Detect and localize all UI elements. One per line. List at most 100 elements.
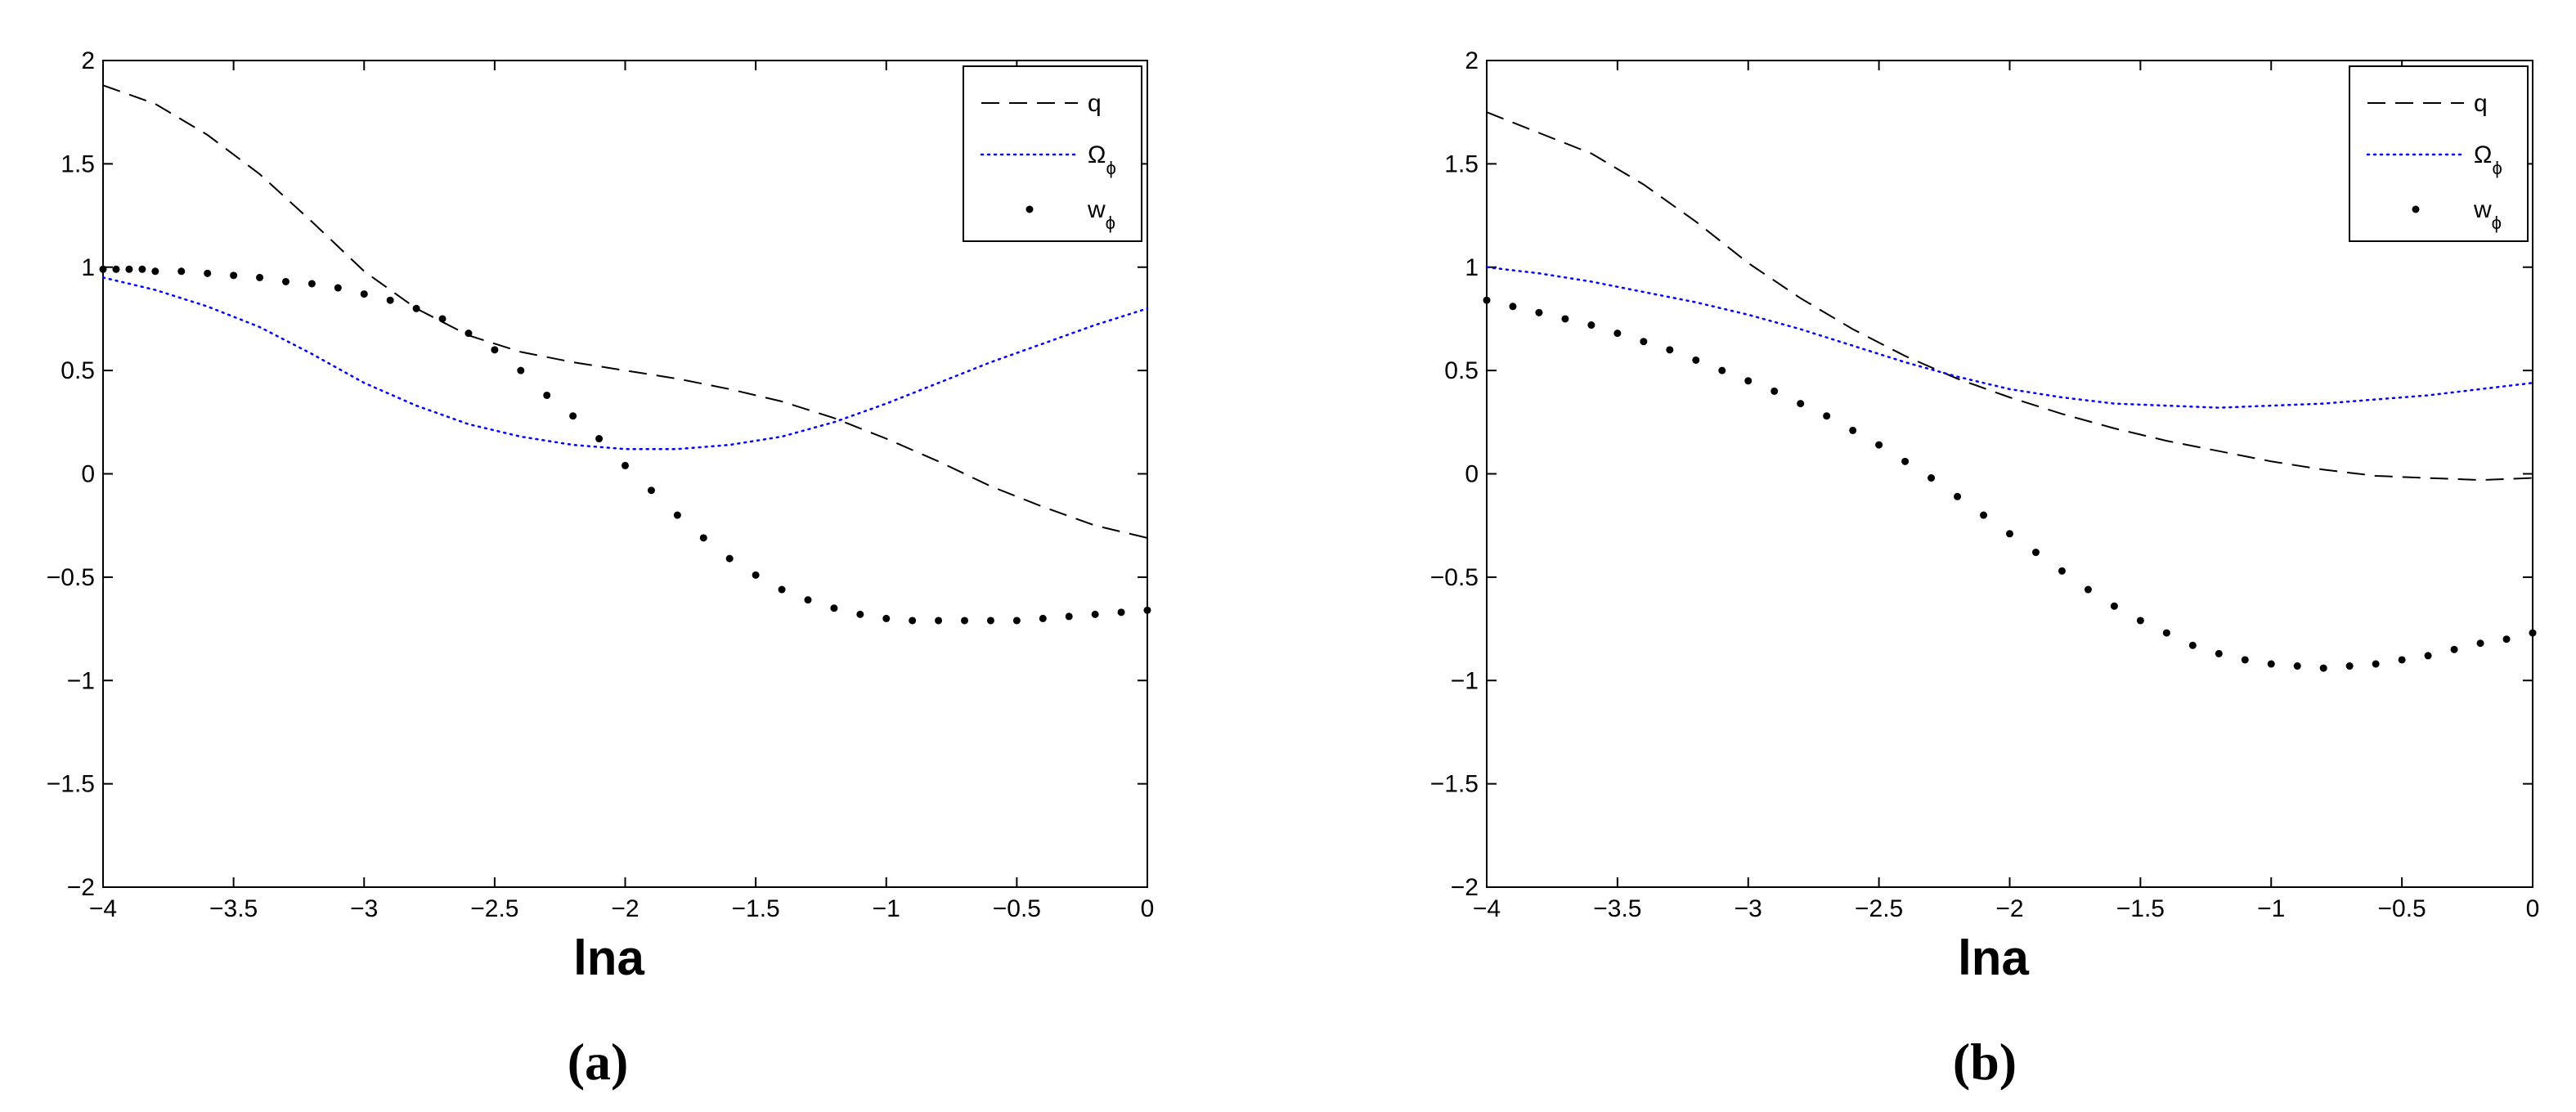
series-omega-phi-line (101, 276, 1149, 451)
data-point (138, 265, 146, 273)
data-point (1143, 606, 1151, 614)
x-tick-label: −3.5 (1593, 895, 1641, 922)
x-tick-label: −4 (1473, 895, 1501, 922)
data-point (281, 277, 289, 285)
y-tick-label: −0.5 (47, 564, 95, 591)
data-point (986, 617, 994, 625)
series-w-phi-markers (99, 265, 1151, 625)
x-tick-label: −2 (1995, 895, 2023, 922)
legend-marker (2412, 205, 2420, 213)
data-point (1561, 315, 1569, 323)
data-point (1718, 366, 1726, 374)
y-tick-label: 1.5 (61, 150, 95, 177)
x-tick-label: −0.5 (993, 895, 1041, 922)
y-tick-label: −0.5 (1430, 564, 1479, 591)
data-point (725, 554, 734, 563)
y-tick-label: −1 (1451, 667, 1479, 694)
x-tick-label: −3 (1735, 895, 1762, 922)
data-point (204, 269, 212, 277)
data-point (2372, 660, 2380, 668)
data-point (2136, 617, 2144, 625)
data-point (1535, 308, 1543, 316)
y-tick-label: 0 (1465, 461, 1479, 488)
x-tick-label: −1 (2257, 895, 2285, 922)
y-tick-label: 1.5 (1444, 150, 1479, 177)
data-point (1744, 377, 1752, 385)
chart-a: −4 −3.5 −3 −2.5 −2 −1.5 −1 −0.5 0 2 1.5 1 0.5 0 −0.5 −1… (47, 47, 1155, 1091)
data-point (1012, 617, 1021, 625)
data-point (804, 596, 812, 604)
data-point (1954, 492, 1962, 500)
x-tick-label: −4 (89, 895, 117, 922)
legend-box (2349, 65, 2529, 242)
y-tick-label: −2 (67, 874, 95, 901)
x-tick-label: −3.5 (209, 895, 258, 922)
data-point (2450, 645, 2458, 653)
data-point (1875, 441, 1883, 449)
data-point (2476, 639, 2484, 648)
y-tick-label: 0.5 (61, 357, 95, 384)
x-tick-label: −2.5 (1855, 895, 1903, 922)
data-point (177, 267, 186, 276)
data-point (935, 617, 943, 625)
y-tick-label: 1 (81, 254, 95, 281)
x-tick-label: −1.5 (732, 895, 780, 922)
y-tick-label: 2 (81, 47, 95, 74)
series-omega-phi-line (1485, 266, 2534, 409)
data-point (412, 304, 420, 312)
chart-caption: (a) (568, 1033, 629, 1091)
data-point (2058, 567, 2066, 575)
data-point (673, 511, 681, 519)
data-point (909, 617, 917, 625)
x-axis-label: lna (573, 930, 644, 985)
x-tick-label: −2 (611, 895, 639, 922)
chart-caption: (b) (1953, 1033, 2017, 1091)
legend-label-subscript: ϕ (2492, 158, 2502, 178)
y-tick-label: 0 (81, 461, 95, 488)
legend-label-subscript: ϕ (2492, 213, 2502, 233)
data-point (517, 366, 525, 374)
data-point (2006, 530, 2013, 538)
data-point (1770, 387, 1779, 395)
data-point (882, 614, 891, 622)
data-point (2502, 635, 2511, 643)
y-tick-label: −2 (1451, 874, 1479, 901)
y-tick-label: 2 (1465, 47, 1479, 74)
data-point (1823, 412, 1831, 420)
data-point (1039, 614, 1047, 622)
data-point (230, 271, 238, 280)
data-point (1065, 612, 1073, 621)
legend-label: q (2474, 90, 2488, 117)
legend-label-subscript: ϕ (1106, 158, 1115, 178)
x-tick-label: 0 (1141, 895, 1155, 922)
data-point (1587, 321, 1595, 330)
data-point (464, 330, 473, 338)
data-point (1928, 474, 1936, 482)
data-point (2031, 549, 2040, 557)
x-tick-label: −1 (873, 895, 900, 922)
data-point (569, 412, 577, 420)
data-point (1797, 400, 1805, 408)
data-point (1091, 610, 1099, 618)
data-point (491, 346, 499, 354)
data-point (1666, 346, 1674, 354)
data-point (2110, 602, 2118, 610)
data-point (2162, 629, 2170, 637)
data-point (2084, 585, 2092, 594)
series-q-line (1486, 111, 2533, 482)
x-tick-label: 0 (2526, 895, 2540, 922)
data-point (622, 461, 629, 469)
data-point (2398, 656, 2406, 664)
data-point (699, 534, 707, 542)
y-tick-label: −1 (67, 667, 95, 694)
y-tick-label: −1.5 (47, 771, 95, 798)
data-point (1613, 330, 1622, 338)
x-tick-label: −3 (350, 895, 378, 922)
x-tick-label: −2.5 (470, 895, 518, 922)
data-point (334, 284, 342, 292)
data-point (2319, 664, 2327, 672)
legend-label-subscript: ϕ (1106, 213, 1115, 233)
